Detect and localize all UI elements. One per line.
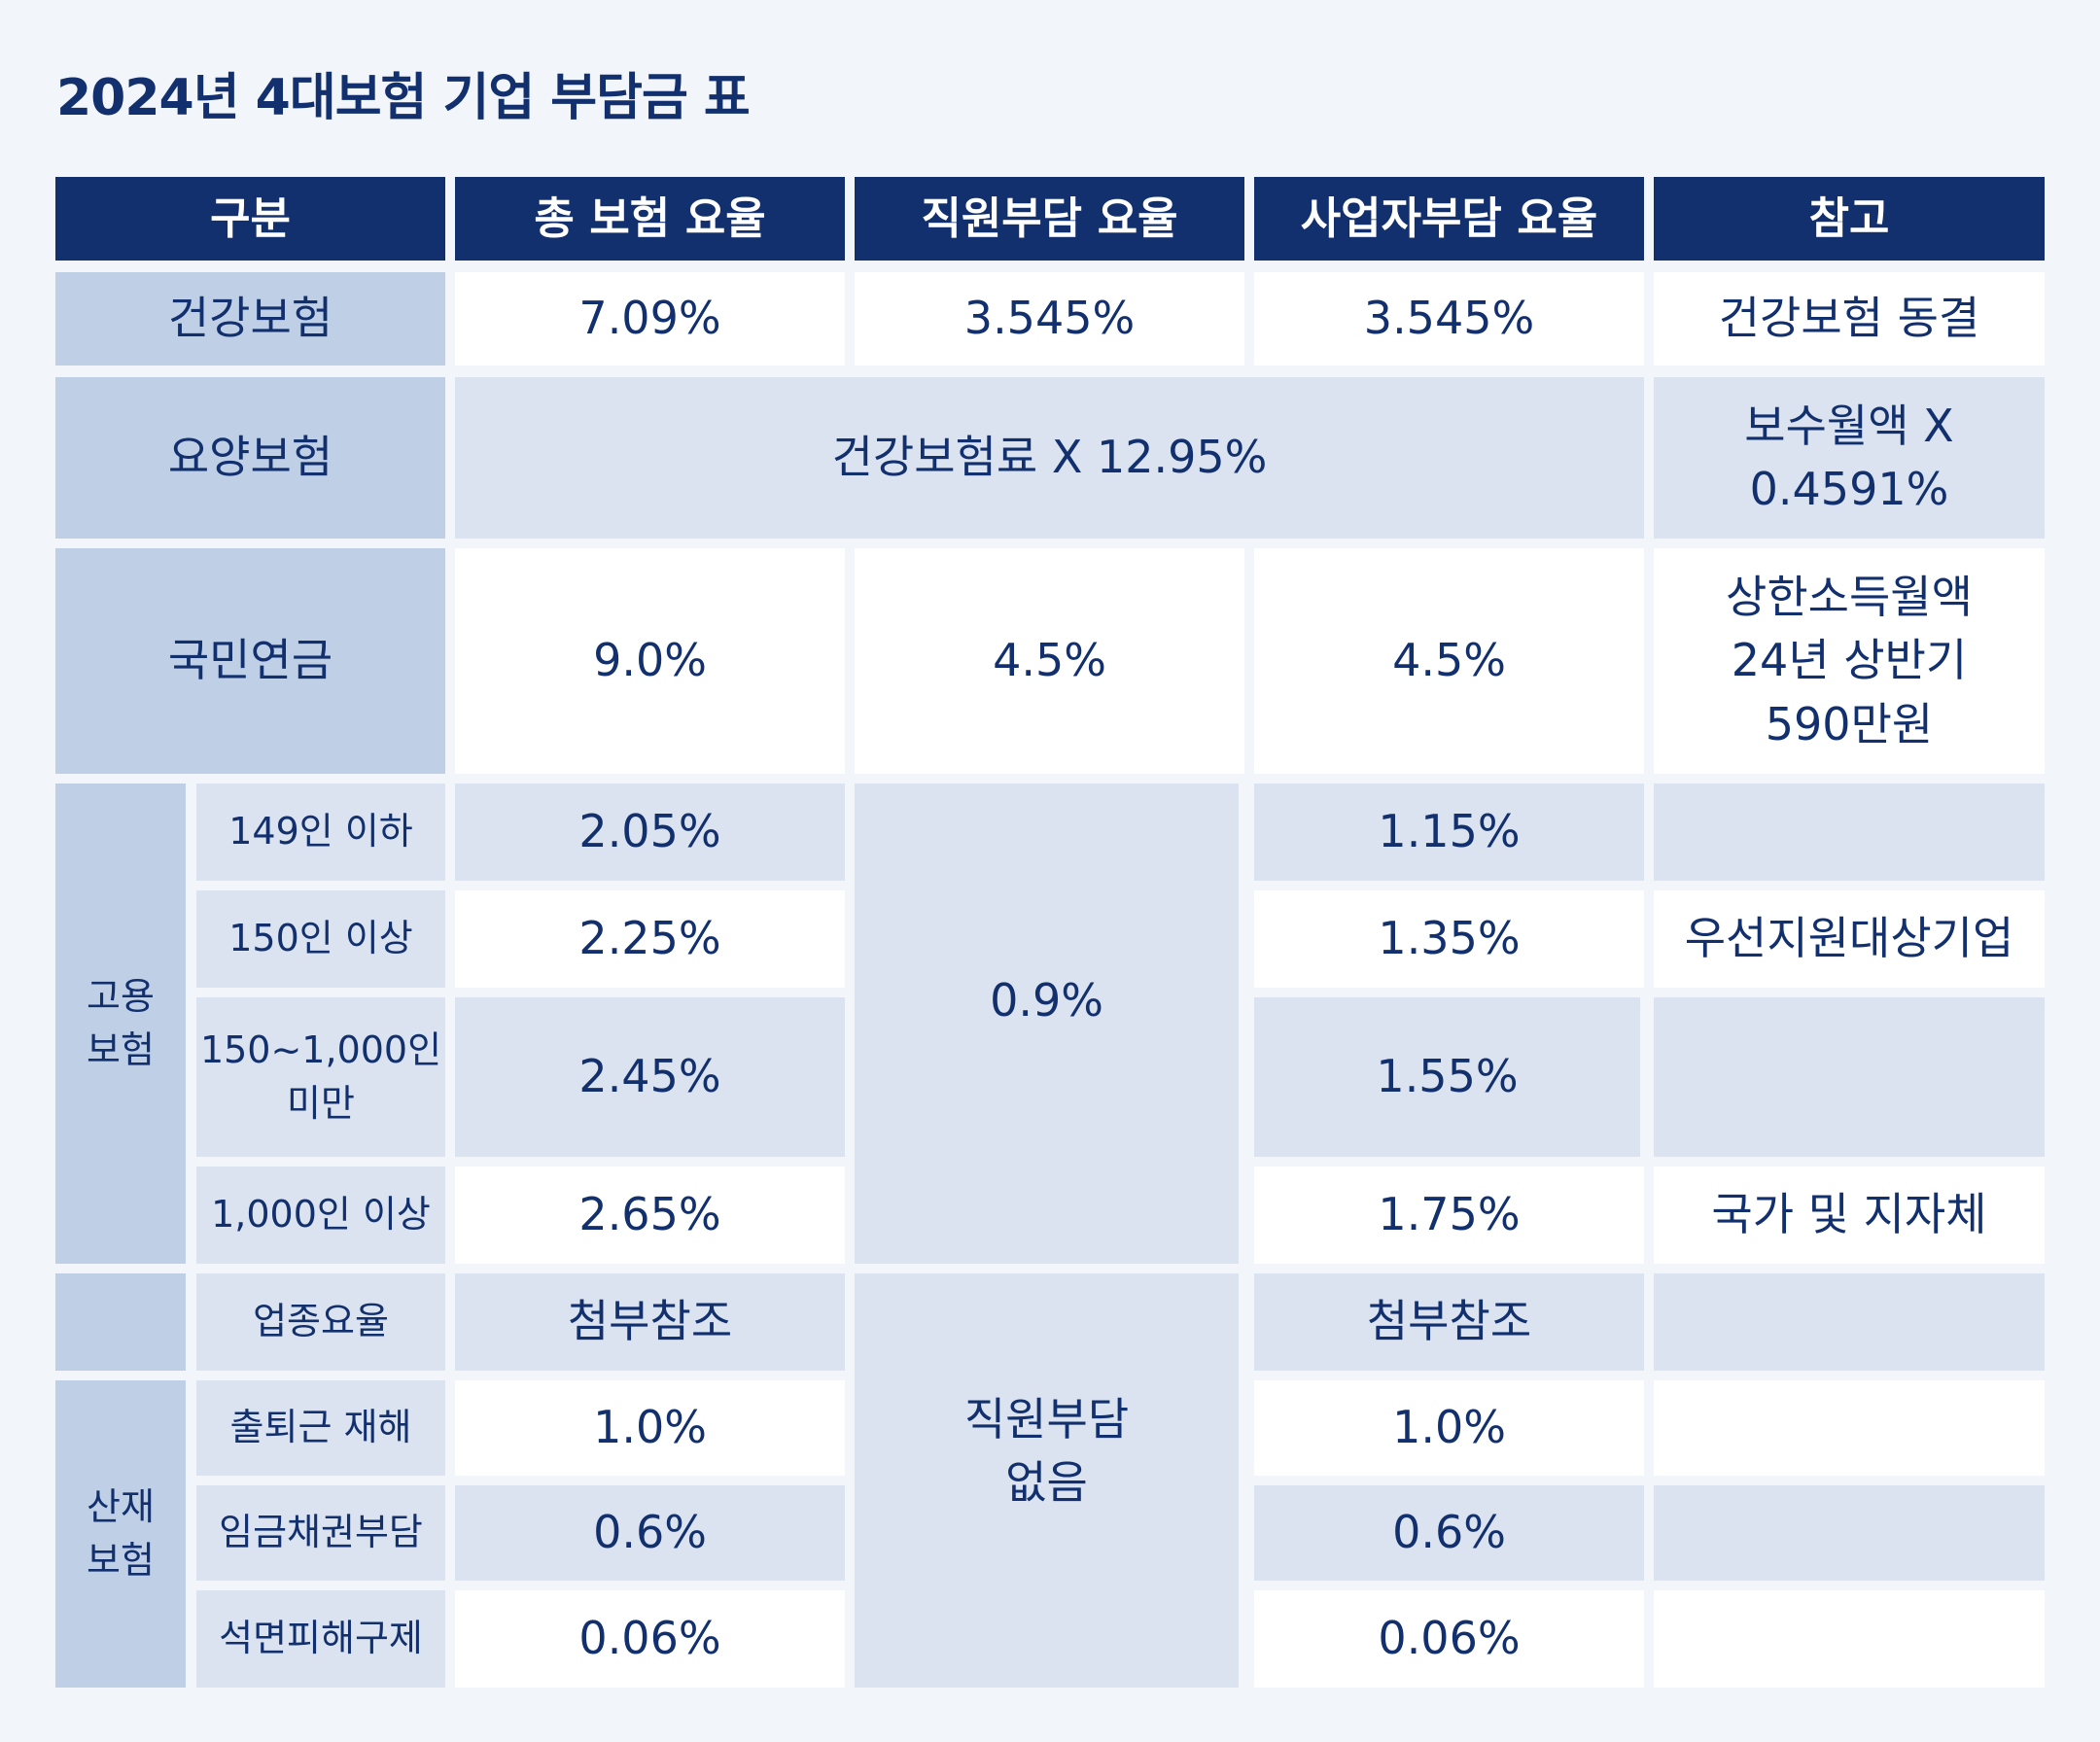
longterm-note-line2: 0.4591% (1749, 463, 1949, 515)
pension-note-line2: 24년 상반기 (1731, 634, 1968, 687)
employment-total-1: 2.05% (455, 784, 845, 881)
pension-employer: 4.5% (1254, 548, 1644, 774)
health-total: 7.09% (455, 272, 845, 366)
industrial-sub-3: 임금채권부담 (196, 1485, 445, 1581)
employment-total-2: 2.25% (455, 890, 845, 988)
industrial-label: 산재 보험 (55, 1380, 186, 1688)
industrial-sub-2: 출퇴근 재해 (196, 1380, 445, 1476)
employment-total-3: 2.45% (455, 997, 845, 1157)
pension-total: 9.0% (455, 548, 845, 774)
industrial-total-3: 0.6% (455, 1485, 845, 1581)
employment-note-3 (1654, 997, 2045, 1157)
industrial-employee-line2: 없음 (1005, 1456, 1088, 1509)
employment-sub-3: 150~1,000인 미만 (196, 997, 445, 1157)
header-total-rate: 총 보험 요율 (455, 177, 845, 261)
header-employer-rate: 사업자부담 요율 (1254, 177, 1644, 261)
employment-label-line1: 고용 (87, 974, 155, 1018)
header-employee-rate: 직원부담 요율 (855, 177, 1244, 261)
employment-label-line2: 보험 (87, 1028, 155, 1071)
header-category: 구분 (55, 177, 445, 261)
industrial-employer-2: 1.0% (1254, 1380, 1644, 1476)
header-note: 참고 (1654, 177, 2045, 261)
industrial-sub-1: 업종요율 (196, 1273, 445, 1371)
employment-sub-2: 150인 이상 (196, 890, 445, 988)
pension-label: 국민연금 (55, 548, 445, 774)
industrial-total-2: 1.0% (455, 1380, 845, 1476)
industrial-employee-line1: 직원부담 (963, 1392, 1130, 1446)
health-employee: 3.545% (855, 272, 1244, 366)
industrial-employer-3: 0.6% (1254, 1485, 1644, 1581)
industrial-employer-4: 0.06% (1254, 1590, 1644, 1688)
industrial-employee: 직원부담 없음 (855, 1273, 1239, 1688)
health-note: 건강보험 동결 (1654, 272, 2045, 366)
industrial-label-line1: 산재 (87, 1484, 155, 1528)
pension-note-line1: 상한소득월액 (1726, 571, 1973, 624)
employment-note-1 (1654, 784, 2045, 881)
industrial-label-line2: 보험 (87, 1539, 155, 1582)
pension-note-line3: 590만원 (1765, 697, 1934, 750)
employment-note-4: 국가 및 지자체 (1654, 1167, 2045, 1264)
employment-employer-3: 1.55% (1254, 997, 1640, 1157)
pension-employee: 4.5% (855, 548, 1244, 774)
industrial-note-3 (1654, 1485, 2045, 1581)
employment-sub-4: 1,000인 이상 (196, 1167, 445, 1264)
industrial-label-empty (55, 1273, 186, 1371)
industrial-note-1 (1654, 1273, 2045, 1371)
employment-sub-3-line2: 미만 (287, 1082, 355, 1125)
longterm-rate: 건강보험료 X 12.95% (455, 377, 1644, 539)
longterm-note: 보수월액 X 0.4591% (1654, 377, 2045, 539)
employment-note-2: 우선지원대상기업 (1654, 890, 2045, 988)
industrial-total-4: 0.06% (455, 1590, 845, 1688)
employment-total-4: 2.65% (455, 1167, 845, 1264)
industrial-sub-4: 석면피해구제 (196, 1590, 445, 1688)
page-title: 2024년 4대보험 기업 부담금 표 (56, 69, 751, 127)
health-label: 건강보험 (55, 272, 445, 366)
employment-employee: 0.9% (855, 784, 1239, 1264)
employment-label: 고용 보험 (55, 784, 186, 1264)
industrial-note-4 (1654, 1590, 2045, 1688)
employment-sub-1: 149인 이하 (196, 784, 445, 881)
pension-note: 상한소득월액 24년 상반기 590만원 (1654, 548, 2045, 774)
industrial-note-2 (1654, 1380, 2045, 1476)
employment-employer-2: 1.35% (1254, 890, 1644, 988)
employment-employer-4: 1.75% (1254, 1167, 1644, 1264)
longterm-note-line1: 보수월액 X (1744, 399, 1954, 452)
industrial-total-1: 첨부참조 (455, 1273, 845, 1371)
industrial-employer-1: 첨부참조 (1254, 1273, 1644, 1371)
health-employer: 3.545% (1254, 272, 1644, 366)
longterm-label: 요양보험 (55, 377, 445, 539)
employment-sub-3-line1: 150~1,000인 (199, 1028, 442, 1071)
employment-employer-1: 1.15% (1254, 784, 1644, 881)
